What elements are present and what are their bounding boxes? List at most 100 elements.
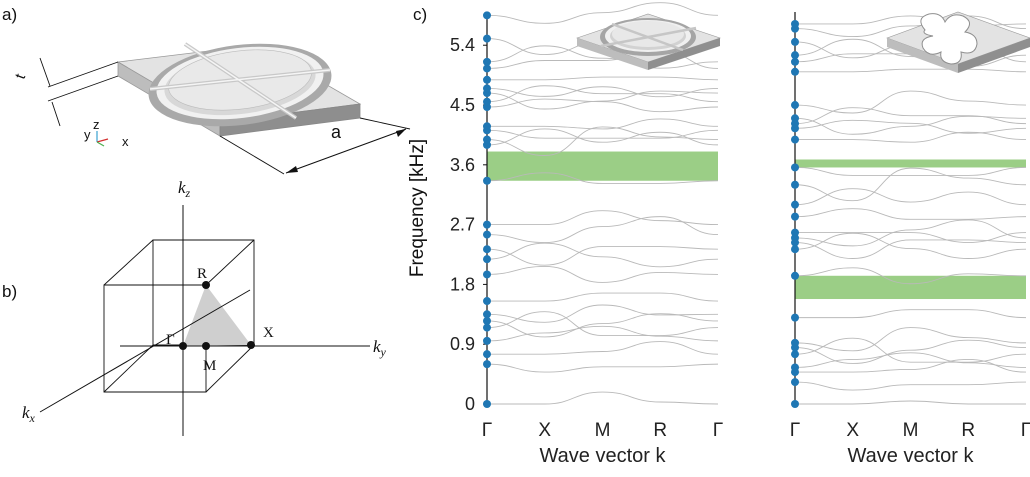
- ring-resonator-unit-cell-icon: [576, 13, 721, 70]
- dispersion-branch: [486, 85, 719, 103]
- gamma-mode-marker: [483, 336, 491, 345]
- dispersion-branch: [486, 363, 719, 373]
- gamma-mode-marker: [483, 64, 491, 73]
- x-label: X: [263, 325, 274, 341]
- gamma-mode-marker: [483, 255, 491, 264]
- dispersion-branch: [486, 304, 719, 323]
- bandgap-region: [487, 151, 718, 181]
- dispersion-branch: [794, 208, 1027, 220]
- dispersion-branch: [486, 2, 719, 24]
- x-tick-label: R: [653, 420, 667, 441]
- dispersion-branch: [794, 381, 1027, 391]
- gamma-mode-marker: [791, 101, 799, 110]
- gamma-mode-marker: [791, 350, 799, 359]
- y-tick-label: 2.7: [450, 215, 475, 235]
- dispersion-branch: [487, 210, 719, 226]
- kx-label: kx: [22, 403, 36, 425]
- dispersion-branch: [486, 129, 719, 139]
- gamma-mode-marker: [483, 360, 491, 369]
- gamma-mode-marker: [483, 220, 491, 229]
- dispersion-branch: [794, 68, 1027, 73]
- dispersion-branch: [794, 239, 1027, 259]
- dispersion-branch: [794, 359, 1027, 373]
- dispersion-branch: [794, 115, 1027, 135]
- y-axis-title: Frequency [kHz]: [407, 139, 428, 277]
- r-point: [202, 281, 210, 289]
- x-axis-title: Wave vector k: [540, 445, 667, 467]
- gamma-mode-marker: [791, 135, 799, 144]
- gamma-label: Γ: [166, 332, 175, 348]
- panel-label-c: c): [413, 5, 427, 24]
- dispersion-branch: [486, 98, 719, 113]
- width-label: a: [331, 122, 342, 142]
- x-tick-label: X: [538, 420, 551, 441]
- dispersion-branch: [487, 341, 719, 355]
- y-tick-label: 1.8: [450, 274, 475, 294]
- gamma-mode-marker: [483, 34, 491, 43]
- dispersion-branch: [486, 86, 719, 98]
- x-point: [247, 341, 255, 349]
- x-tick-label: Γ: [1021, 420, 1030, 441]
- axis-triad-icon: y z x: [84, 117, 129, 149]
- dispersion-branch: [794, 352, 1027, 368]
- gamma-mode-marker: [483, 310, 491, 319]
- y-tick-label: 0: [465, 394, 475, 414]
- gamma-mode-marker: [483, 84, 491, 93]
- dispersion-branch: [794, 232, 1027, 259]
- dispersion-branch: [486, 266, 719, 283]
- clover-cutout-unit-cell-icon: [886, 11, 1030, 73]
- dispersion-branch: [486, 216, 719, 243]
- x-tick-label: X: [846, 420, 859, 441]
- gamma-mode-marker: [483, 176, 491, 185]
- m-label: M: [203, 358, 216, 374]
- dispersion-branch: [794, 15, 1027, 38]
- gamma-mode-marker: [483, 11, 491, 20]
- dispersion-branch: [794, 119, 1027, 134]
- y-tick-label: 0.9: [450, 334, 475, 354]
- gamma-mode-marker: [791, 400, 799, 408]
- dispersion-branch: [486, 172, 719, 184]
- gamma-mode-marker: [791, 19, 799, 28]
- dispersion-branch: [794, 327, 1027, 352]
- ky-label: ky: [373, 337, 387, 359]
- gamma-mode-marker: [483, 400, 491, 408]
- ring-resonator-unit-cell-icon: [116, 42, 362, 137]
- gamma-mode-marker: [483, 350, 491, 359]
- gamma-mode-marker: [791, 212, 799, 221]
- gamma-mode-marker: [791, 378, 799, 387]
- gamma-mode-marker: [791, 245, 799, 254]
- gamma-mode-marker: [483, 135, 491, 144]
- dispersion-branch: [794, 90, 1027, 114]
- x-tick-label: M: [595, 420, 611, 441]
- x-tick-label: M: [903, 420, 919, 441]
- panel-label-a: a): [2, 5, 17, 24]
- dispersion-branch: [486, 128, 719, 146]
- gamma-mode-marker: [791, 180, 799, 189]
- dispersion-branch: [486, 391, 719, 405]
- dispersion-branch: [794, 167, 1027, 176]
- dispersion-branch: [486, 311, 719, 337]
- bandgap-region: [795, 275, 1026, 300]
- x-tick-label: Γ: [713, 420, 723, 441]
- dispersion-branch: [795, 309, 1027, 319]
- gamma-mode-marker: [791, 57, 799, 66]
- gamma-point: [179, 342, 187, 350]
- dispersion-branch: [794, 267, 1027, 285]
- gamma-mode-marker: [483, 122, 491, 131]
- y-tick-label: 4.5: [450, 95, 475, 115]
- y-tick-label: 3.6: [450, 155, 475, 175]
- brillouin-zone: b) Γ X M R kz ky kx: [2, 178, 387, 436]
- thickness-dimension: t: [12, 57, 119, 127]
- y-tick-label: 5.4: [450, 35, 475, 55]
- gamma-mode-marker: [483, 57, 491, 66]
- x-tick-label: Γ: [790, 420, 800, 441]
- gamma-mode-marker: [791, 114, 799, 123]
- r-label: R: [197, 266, 207, 282]
- gamma-mode-marker: [483, 316, 491, 325]
- x-tick-label: R: [961, 420, 975, 441]
- gamma-mode-marker: [483, 323, 491, 332]
- gamma-mode-marker: [791, 363, 799, 372]
- gamma-mode-marker: [483, 75, 491, 84]
- gamma-mode-marker: [791, 163, 799, 172]
